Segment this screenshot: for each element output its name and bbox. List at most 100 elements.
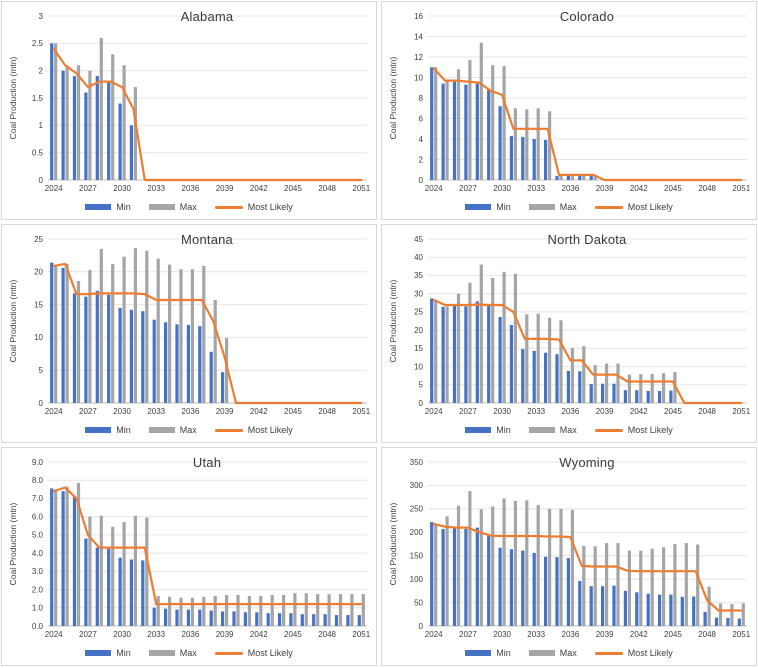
svg-text:4.0: 4.0 [32, 549, 44, 558]
svg-text:2042: 2042 [250, 407, 268, 416]
legend-item-most-likely: Most Likely [214, 425, 293, 435]
svg-text:50: 50 [414, 598, 423, 607]
most-likely-line-icon [214, 651, 243, 655]
legend: Min Max Most Likely [2, 198, 376, 216]
svg-text:6.0: 6.0 [32, 513, 44, 522]
svg-text:2.0: 2.0 [32, 585, 44, 594]
y-axis-label: Coal Production (mtn) [388, 56, 398, 139]
max-bars [434, 264, 677, 403]
svg-text:2045: 2045 [284, 630, 302, 639]
svg-text:40: 40 [414, 253, 423, 262]
svg-text:2042: 2042 [630, 184, 648, 193]
x-tick-labels: 2024 2027 2030 2033 2036 2039 2042 2045 2048 2051 [45, 407, 371, 416]
svg-text:0: 0 [39, 176, 44, 185]
svg-text:2042: 2042 [250, 630, 268, 639]
svg-text:2024: 2024 [45, 407, 63, 416]
svg-text:2045: 2045 [284, 184, 302, 193]
min-swatch-icon [85, 427, 112, 433]
legend-item-max: Max [148, 648, 197, 658]
svg-text:2033: 2033 [147, 407, 165, 416]
svg-text:2036: 2036 [562, 407, 580, 416]
svg-text:2051: 2051 [732, 184, 750, 193]
svg-text:2045: 2045 [664, 630, 682, 639]
svg-text:2039: 2039 [596, 184, 614, 193]
max-bars [54, 37, 137, 181]
svg-text:2024: 2024 [425, 630, 443, 639]
svg-text:0.5: 0.5 [32, 149, 44, 158]
x-tick-labels: 2024 2027 2030 2033 2036 2039 2042 2045 2048 2051 [45, 184, 371, 193]
svg-text:2033: 2033 [147, 184, 165, 193]
svg-text:1.0: 1.0 [32, 604, 44, 613]
chart-title-utah: Utah [192, 455, 222, 470]
chart-title-colorado: Colorado [559, 9, 615, 24]
svg-text:5: 5 [39, 366, 44, 375]
y-axis-label: Coal Production (mtn) [8, 502, 18, 585]
legend-label-most-likely: Most Likely [247, 202, 293, 212]
legend-label-most-likely: Most Likely [627, 202, 673, 212]
legend-label-max: Max [179, 648, 197, 658]
svg-text:4: 4 [419, 135, 424, 144]
y-axis-label: Coal Production (mtn) [388, 502, 398, 585]
svg-text:1.5: 1.5 [32, 94, 44, 103]
svg-text:2051: 2051 [352, 184, 370, 193]
legend-item-max: Max [148, 202, 197, 212]
max-swatch-icon [528, 204, 555, 210]
legend: Min Max Most Likely [2, 644, 376, 662]
legend-label-most-likely: Most Likely [627, 648, 673, 658]
legend-label-most-likely: Most Likely [247, 425, 293, 435]
max-swatch-icon [148, 427, 175, 433]
most-likely-line [52, 47, 363, 182]
svg-text:2024: 2024 [45, 184, 63, 193]
legend-item-min: Min [465, 202, 511, 212]
legend-item-max: Max [148, 425, 197, 435]
svg-text:0: 0 [419, 176, 424, 185]
chart-panel-montana: 0 5 10 15 20 25 2024 2027 2030 2033 2036 2039 2042 20… [1, 224, 377, 443]
chart-panel-utah: 0.0 1.0 2.0 3.0 4.0 5.0 6.0 7.0 8.0 9.0 2024 2027 20… [1, 447, 377, 666]
x-tick-labels: 2024 2027 2030 2033 2036 2039 2042 2045 2048 2051 [425, 630, 751, 639]
svg-text:2024: 2024 [425, 184, 443, 193]
svg-text:0: 0 [419, 399, 424, 408]
svg-text:15: 15 [34, 300, 43, 309]
svg-text:10: 10 [414, 362, 423, 371]
svg-text:2033: 2033 [527, 184, 545, 193]
most-likely-line-icon [214, 428, 243, 432]
legend-item-min: Min [85, 425, 131, 435]
svg-text:2048: 2048 [698, 630, 716, 639]
svg-text:2048: 2048 [318, 184, 336, 193]
svg-text:2039: 2039 [216, 407, 234, 416]
chart-title-north-dakota: North Dakota [547, 232, 627, 247]
svg-text:2036: 2036 [562, 630, 580, 639]
svg-text:5.0: 5.0 [32, 531, 44, 540]
gridlines: 0 0.5 1 1.5 2 2.5 3 [32, 12, 367, 185]
svg-text:10: 10 [414, 73, 423, 82]
most-likely-line-icon [594, 651, 623, 655]
svg-text:25: 25 [34, 235, 43, 244]
svg-text:2048: 2048 [698, 407, 716, 416]
svg-text:2030: 2030 [113, 630, 131, 639]
svg-text:2030: 2030 [493, 407, 511, 416]
max-swatch-icon [148, 204, 175, 210]
most-likely-line [52, 262, 363, 405]
svg-text:9.0: 9.0 [32, 458, 44, 467]
legend: Min Max Most Likely [2, 421, 376, 439]
svg-text:16: 16 [414, 12, 423, 21]
max-bars [434, 42, 597, 181]
min-bars [50, 262, 225, 403]
most-likely-line [432, 522, 743, 612]
legend-label-max: Max [559, 202, 577, 212]
svg-text:2033: 2033 [147, 630, 165, 639]
svg-text:2048: 2048 [318, 407, 336, 416]
svg-text:1: 1 [39, 121, 44, 130]
svg-text:150: 150 [410, 552, 424, 561]
svg-text:2039: 2039 [596, 407, 614, 416]
svg-text:2045: 2045 [664, 407, 682, 416]
max-bars [434, 491, 745, 626]
legend-label-max: Max [179, 202, 197, 212]
min-bars [50, 488, 361, 626]
legend-label-min: Min [496, 425, 511, 435]
min-swatch-icon [85, 650, 112, 656]
x-tick-labels: 2024 2027 2030 2033 2036 2039 2042 2045 2048 2051 [45, 630, 371, 639]
